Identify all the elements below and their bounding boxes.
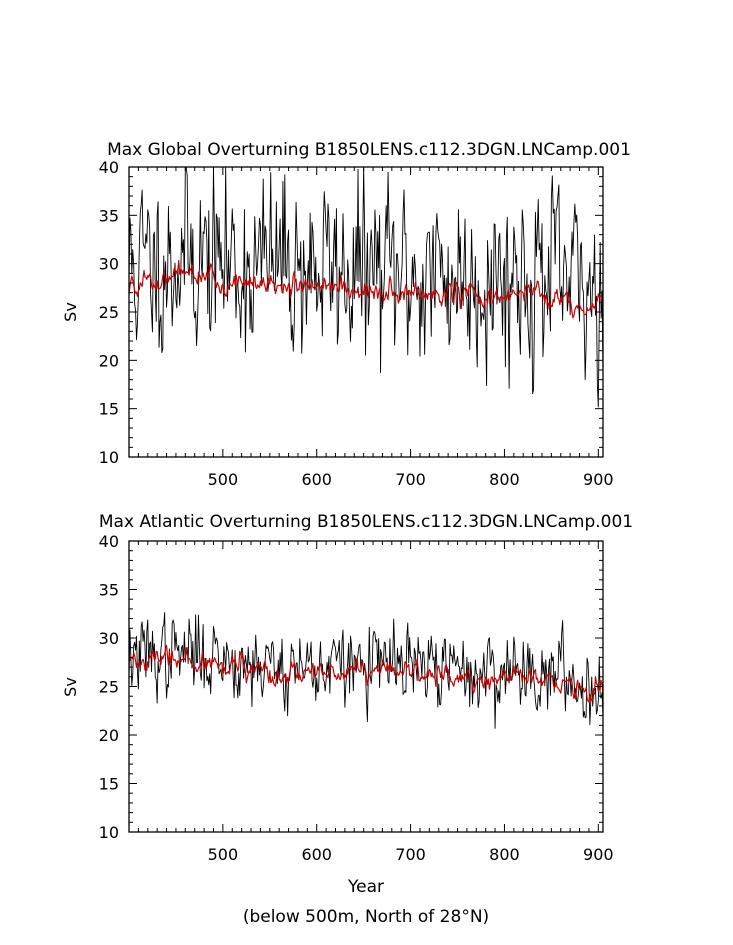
smoothed-series-line	[129, 259, 603, 319]
x-tick-label: 600	[301, 845, 332, 864]
y-tick-label: 30	[99, 629, 119, 648]
global-panel-title: Max Global Overturning B1850LENS.c112.3D…	[107, 140, 631, 160]
footnote: (below 500m, North of 28°N)	[243, 907, 489, 927]
x-tick-label: 900	[583, 845, 614, 864]
smoothed-series-line	[129, 644, 603, 703]
atlantic-panel-title: Max Atlantic Overturning B1850LENS.c112.…	[99, 512, 633, 532]
y-tick-label: 20	[99, 726, 119, 745]
y-tick-label: 20	[99, 351, 119, 370]
x-tick-label: 900	[583, 470, 614, 489]
x-tick-label: 700	[395, 470, 426, 489]
y-tick-label: 40	[99, 158, 119, 177]
annual-series-line	[129, 612, 603, 729]
atlantic-overturning-panel: Max Atlantic Overturning B1850LENS.c112.…	[61, 512, 633, 897]
x-tick-label: 500	[208, 845, 239, 864]
annual-series-line	[129, 167, 603, 408]
global-axes: 10 15 20 25 30 35 40 500 600 700 800 900	[99, 158, 614, 489]
global-series-layer	[129, 167, 603, 408]
x-tick-label: 800	[489, 845, 520, 864]
y-tick-label: 40	[99, 532, 119, 551]
y-tick-label: 35	[99, 581, 119, 600]
global-y-axis-label: Sv	[61, 302, 80, 322]
atlantic-series-layer	[129, 612, 603, 729]
y-tick-label: 15	[99, 400, 119, 419]
y-tick-label: 15	[99, 775, 119, 794]
global-overturning-panel: Max Global Overturning B1850LENS.c112.3D…	[61, 140, 631, 489]
y-tick-label: 10	[99, 823, 119, 842]
x-tick-label: 700	[395, 845, 426, 864]
atlantic-axes: 10 15 20 25 30 35 40 500 600 700 800 900	[99, 532, 614, 864]
y-tick-label: 25	[99, 678, 119, 697]
x-axis-label: Year	[347, 877, 384, 897]
x-tick-label: 800	[489, 470, 520, 489]
y-tick-label: 25	[99, 303, 119, 322]
y-tick-label: 30	[99, 255, 119, 274]
y-tick-label: 10	[99, 448, 119, 467]
atlantic-y-axis-label: Sv	[61, 677, 80, 697]
x-tick-label: 500	[208, 470, 239, 489]
y-tick-label: 35	[99, 206, 119, 225]
x-tick-label: 600	[301, 470, 332, 489]
